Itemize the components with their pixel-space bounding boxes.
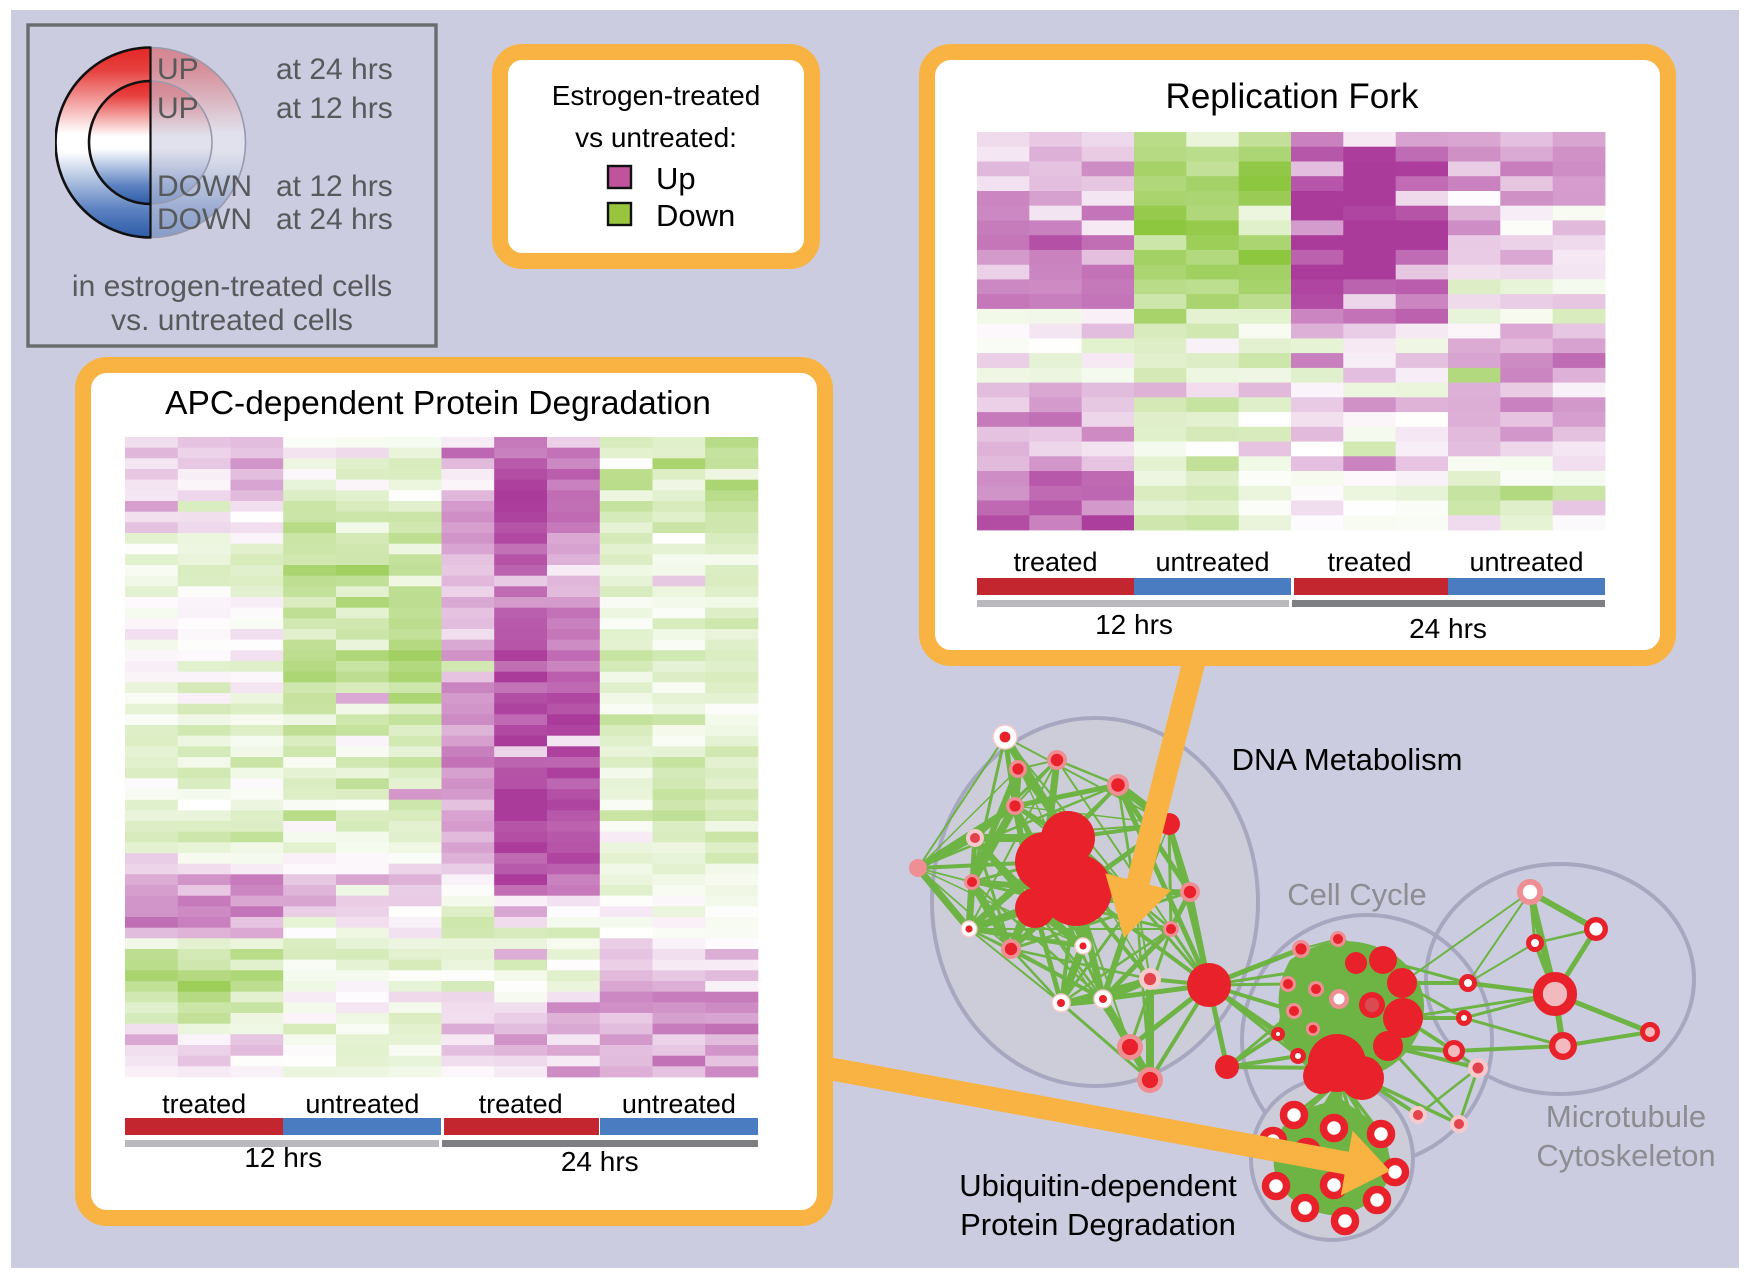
svg-text:Ubiquitin-dependent: Ubiquitin-dependent: [959, 1168, 1237, 1203]
svg-text:Replication Fork: Replication Fork: [1166, 77, 1419, 116]
svg-text:at 24 hrs: at 24 hrs: [276, 203, 393, 236]
svg-text:DOWN: DOWN: [157, 203, 252, 236]
svg-text:at 12 hrs: at 12 hrs: [276, 92, 393, 125]
svg-text:treated: treated: [479, 1089, 563, 1119]
svg-text:24 hrs: 24 hrs: [1409, 613, 1487, 644]
svg-text:12 hrs: 12 hrs: [244, 1142, 322, 1173]
svg-text:Down: Down: [656, 198, 735, 233]
svg-text:in estrogen-treated cells: in estrogen-treated cells: [72, 270, 392, 303]
svg-text:treated: treated: [162, 1089, 246, 1119]
svg-text:DNA Metabolism: DNA Metabolism: [1232, 742, 1463, 777]
svg-text:24 hrs: 24 hrs: [561, 1146, 639, 1177]
svg-text:UP: UP: [157, 53, 199, 86]
svg-text:untreated: untreated: [1469, 547, 1583, 577]
svg-text:DOWN: DOWN: [157, 170, 252, 203]
svg-text:Cytoskeleton: Cytoskeleton: [1536, 1138, 1715, 1173]
svg-text:untreated: untreated: [622, 1089, 736, 1119]
svg-text:treated: treated: [1327, 547, 1411, 577]
svg-text:Cell Cycle: Cell Cycle: [1287, 877, 1427, 912]
svg-text:untreated: untreated: [305, 1089, 419, 1119]
svg-text:UP: UP: [157, 92, 199, 125]
svg-text:vs. untreated cells: vs. untreated cells: [111, 304, 353, 337]
svg-text:at 12 hrs: at 12 hrs: [276, 170, 393, 203]
svg-text:treated: treated: [1013, 547, 1097, 577]
svg-text:untreated: untreated: [1155, 547, 1269, 577]
svg-text:at 24 hrs: at 24 hrs: [276, 53, 393, 86]
svg-text:Estrogen-treated: Estrogen-treated: [552, 80, 761, 111]
svg-text:Microtubule: Microtubule: [1546, 1099, 1706, 1134]
svg-text:12 hrs: 12 hrs: [1095, 609, 1173, 640]
svg-text:Up: Up: [656, 161, 696, 196]
svg-text:vs untreated:: vs untreated:: [575, 122, 737, 153]
svg-text:APC-dependent Protein Degradat: APC-dependent Protein Degradation: [165, 385, 711, 422]
svg-text:Protein Degradation: Protein Degradation: [960, 1207, 1236, 1242]
